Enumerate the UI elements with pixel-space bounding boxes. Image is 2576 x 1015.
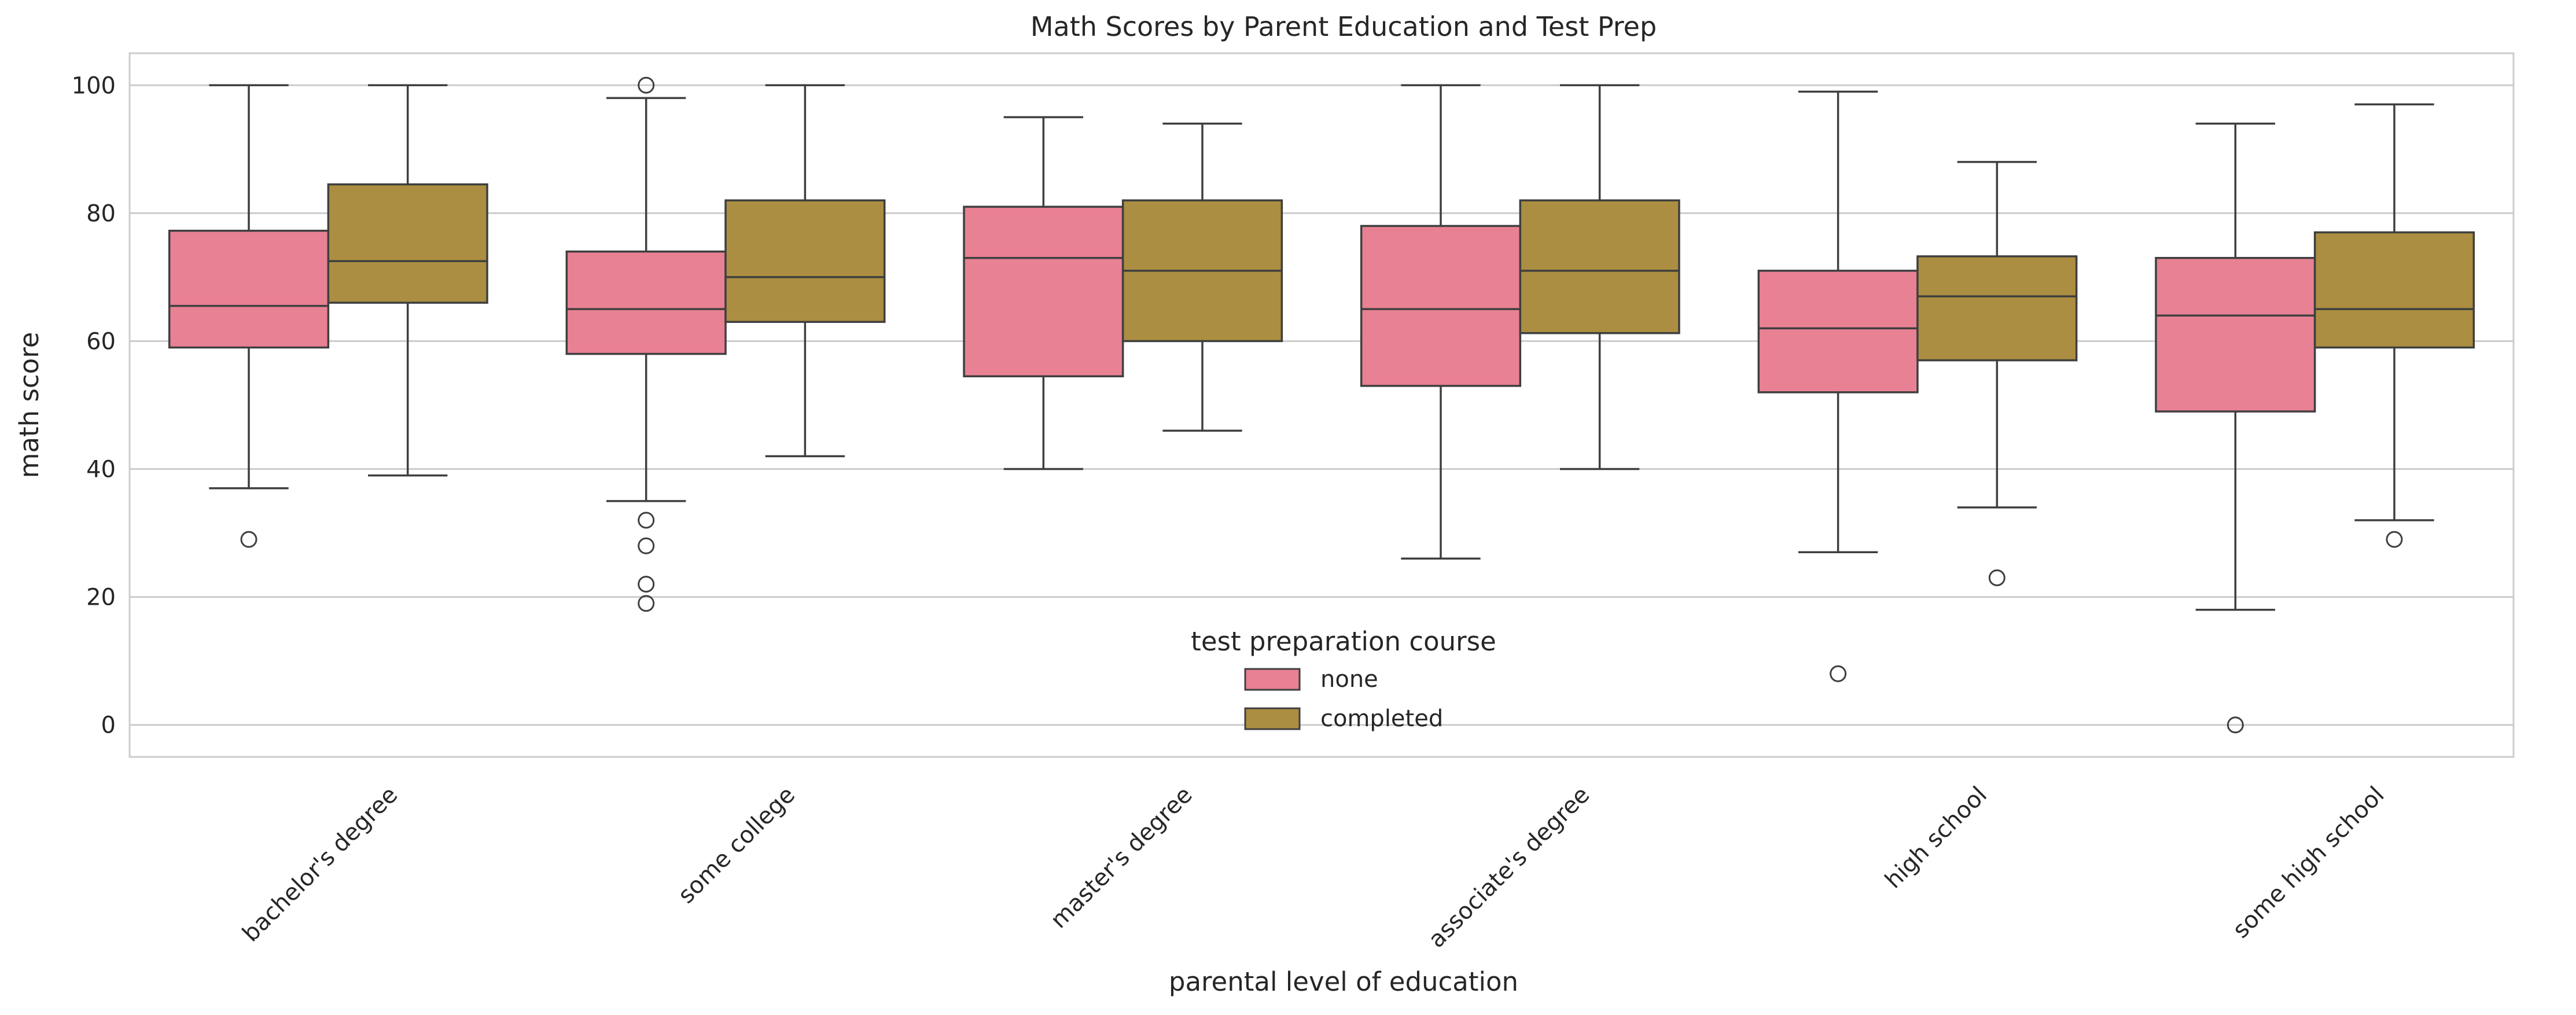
box-completed-2 bbox=[1121, 122, 1283, 432]
box-completed-1 bbox=[724, 84, 886, 458]
legend: test preparation course none completed bbox=[1191, 626, 1496, 732]
x-tick-label: some college bbox=[673, 782, 800, 909]
box-body bbox=[1916, 255, 2078, 362]
x-tick-label: some high school bbox=[2228, 782, 2390, 944]
y-tick-label: 100 bbox=[72, 72, 116, 99]
grid-lines bbox=[130, 84, 2514, 726]
box-none-4 bbox=[1757, 90, 1919, 682]
outlier-point bbox=[2227, 716, 2244, 734]
box-body bbox=[724, 199, 886, 323]
x-axis-ticks: bachelor's degree some college master's de… bbox=[237, 782, 2390, 953]
outlier-point bbox=[638, 576, 655, 593]
legend-swatch-none bbox=[1244, 668, 1301, 691]
legend-label-none: none bbox=[1320, 666, 1378, 693]
outlier-point bbox=[240, 531, 257, 548]
y-tick-label: 20 bbox=[86, 584, 116, 611]
box-completed-5 bbox=[2313, 103, 2475, 548]
box-completed-0 bbox=[327, 84, 488, 477]
box-body bbox=[565, 250, 727, 355]
x-tick-label: associate's degree bbox=[1423, 782, 1595, 953]
y-tick-label: 0 bbox=[101, 712, 116, 739]
box-body bbox=[327, 183, 488, 304]
box-body bbox=[168, 230, 330, 349]
y-axis-ticks: 0 20 40 60 80 100 bbox=[72, 72, 116, 738]
box-body bbox=[1360, 225, 1522, 387]
box-body bbox=[2313, 231, 2475, 349]
x-tick-label: high school bbox=[1880, 782, 1992, 894]
box-completed-3 bbox=[1519, 84, 1680, 470]
outlier-point bbox=[638, 537, 655, 554]
box-none-3 bbox=[1360, 84, 1522, 560]
outlier-point bbox=[1988, 569, 2005, 586]
outlier-point bbox=[1830, 665, 1847, 682]
x-tick-label: bachelor's degree bbox=[237, 782, 403, 947]
outlier-point bbox=[638, 512, 655, 529]
outlier-point bbox=[638, 76, 655, 94]
chart-title: Math Scores by Parent Education and Test… bbox=[1031, 11, 1657, 42]
legend-swatch-completed bbox=[1244, 707, 1301, 730]
x-axis-label: parental level of education bbox=[1169, 966, 1518, 997]
y-tick-label: 80 bbox=[86, 200, 116, 227]
box-none-5 bbox=[2155, 122, 2316, 734]
y-tick-label: 40 bbox=[86, 457, 116, 483]
plot-frame bbox=[128, 52, 2515, 758]
box-none-1 bbox=[565, 76, 727, 612]
box-body bbox=[2155, 256, 2316, 413]
box-body bbox=[1757, 270, 1919, 394]
y-axis-label: math score bbox=[14, 332, 45, 479]
box-none-2 bbox=[963, 116, 1124, 470]
outlier-point bbox=[638, 595, 655, 612]
legend-title: test preparation course bbox=[1191, 626, 1496, 657]
box-layer bbox=[168, 76, 2475, 734]
box-none-0 bbox=[168, 84, 330, 548]
box-body bbox=[1519, 199, 1680, 334]
box-body bbox=[963, 205, 1124, 378]
y-tick-label: 60 bbox=[86, 328, 116, 355]
x-tick-label: master's degree bbox=[1046, 782, 1198, 934]
legend-label-completed: completed bbox=[1320, 705, 1443, 732]
outlier-point bbox=[2386, 531, 2403, 548]
box-completed-4 bbox=[1916, 161, 2078, 586]
